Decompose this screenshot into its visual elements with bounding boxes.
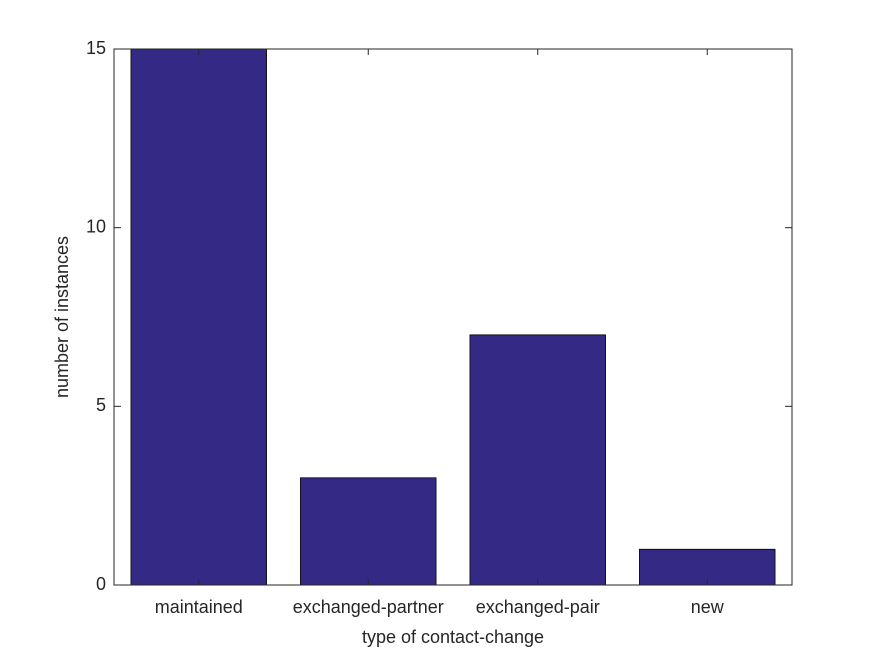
x-tick-label: exchanged-partner bbox=[293, 597, 444, 617]
plot-frame bbox=[113, 48, 793, 586]
x-tick-label: maintained bbox=[155, 597, 243, 617]
bar bbox=[130, 48, 267, 586]
x-tick-label: exchanged-pair bbox=[476, 597, 600, 617]
bar bbox=[300, 477, 437, 586]
x-axis-label: type of contact-change bbox=[362, 627, 544, 647]
y-tick-label: 10 bbox=[86, 216, 106, 236]
y-tick-label: 5 bbox=[96, 395, 106, 415]
y-axis-label: number of instances bbox=[52, 236, 72, 398]
x-tick-label: new bbox=[691, 597, 725, 617]
y-tick-label: 15 bbox=[86, 38, 106, 58]
y-tick-label: 0 bbox=[96, 574, 106, 594]
bar bbox=[469, 334, 606, 586]
